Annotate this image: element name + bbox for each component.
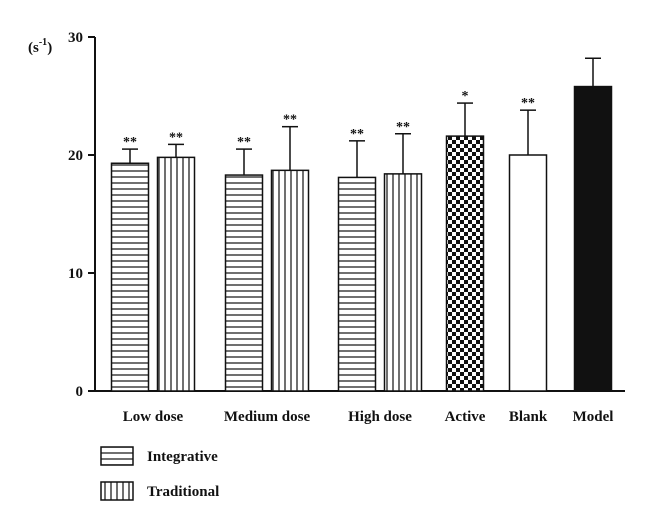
category-labels: Low dose Medium dose High dose Active Blank M… bbox=[123, 409, 614, 425]
bar-integrative bbox=[337, 176, 377, 392]
y-tick-label: 30 bbox=[68, 30, 83, 46]
legend-label-traditional: Traditional bbox=[147, 484, 219, 500]
legend-label-integrative: Integrative bbox=[147, 449, 218, 465]
category-label: Active bbox=[445, 409, 486, 425]
error-bars bbox=[122, 57, 601, 178]
significance-marker: * bbox=[462, 89, 469, 104]
significance-marker: ** bbox=[123, 135, 137, 150]
bar-blank bbox=[508, 154, 548, 392]
category-label: Medium dose bbox=[224, 409, 311, 425]
significance-marker: ** bbox=[521, 96, 535, 111]
y-tick-label: 10 bbox=[68, 266, 83, 282]
legend-swatch-traditional bbox=[100, 481, 134, 501]
significance-labels: ** ** ****** *** ** bbox=[123, 89, 535, 150]
bar-traditional bbox=[156, 156, 196, 392]
svg-text:(s-1): (s-1) bbox=[28, 37, 52, 56]
category-label: Model bbox=[573, 409, 614, 425]
category-label: Blank bbox=[509, 409, 548, 425]
bar-integrative bbox=[110, 162, 150, 392]
y-tick-label: 20 bbox=[68, 148, 83, 164]
significance-marker: ** bbox=[237, 135, 251, 150]
bar-traditional bbox=[270, 169, 310, 392]
significance-marker: ** bbox=[169, 130, 183, 145]
legend-swatch-integrative bbox=[100, 446, 134, 466]
category-label: High dose bbox=[348, 409, 412, 425]
bar-traditional bbox=[383, 173, 423, 392]
bar-active bbox=[445, 135, 485, 392]
significance-marker: ** bbox=[350, 127, 364, 142]
y-tick-label: 0 bbox=[76, 384, 84, 400]
bar-integrative bbox=[224, 174, 264, 392]
bar-model bbox=[573, 85, 613, 392]
y-ticks: 0 10 20 30 bbox=[68, 30, 95, 400]
category-label: Low dose bbox=[123, 409, 184, 425]
y-axis-label: (s-1) bbox=[28, 37, 52, 56]
significance-marker: ** bbox=[396, 120, 410, 135]
significance-marker: ** bbox=[283, 113, 297, 128]
legend: Integrative Traditional bbox=[100, 446, 219, 501]
